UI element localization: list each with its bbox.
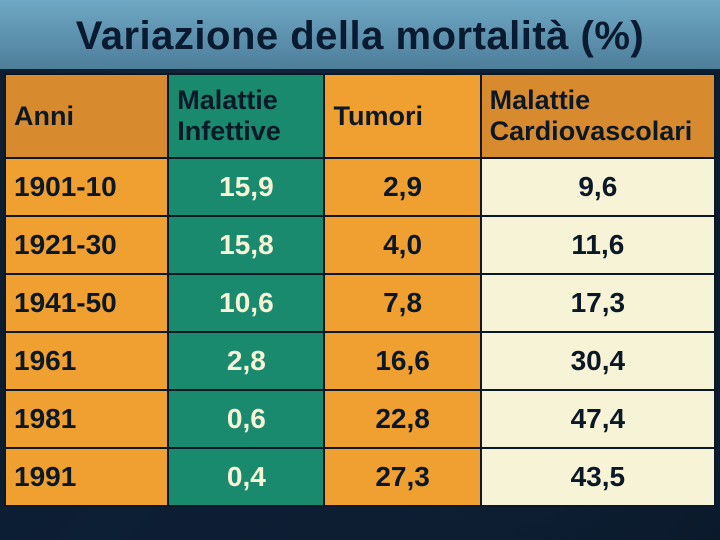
- cell-anni: 1981: [5, 390, 168, 448]
- cell-anni: 1921-30: [5, 216, 168, 274]
- cell-tumori: 27,3: [324, 448, 480, 506]
- cell-infettive: 15,8: [168, 216, 324, 274]
- col-header-tumori: Tumori: [324, 74, 480, 158]
- cell-infettive: 2,8: [168, 332, 324, 390]
- cell-cardio: 30,4: [481, 332, 715, 390]
- col-header-infettive: Malattie Infettive: [168, 74, 324, 158]
- mortality-table: Anni Malattie Infettive Tumori Malattie …: [4, 73, 716, 507]
- table-row: 1941-50 10,6 7,8 17,3: [5, 274, 715, 332]
- table-row: 1961 2,8 16,6 30,4: [5, 332, 715, 390]
- cell-cardio: 11,6: [481, 216, 715, 274]
- mortality-table-container: Anni Malattie Infettive Tumori Malattie …: [0, 69, 720, 511]
- cell-cardio: 47,4: [481, 390, 715, 448]
- page-title: Variazione della mortalità (%): [0, 0, 720, 69]
- table-row: 1901-10 15,9 2,9 9,6: [5, 158, 715, 216]
- cell-anni: 1901-10: [5, 158, 168, 216]
- cell-tumori: 16,6: [324, 332, 480, 390]
- cell-infettive: 0,4: [168, 448, 324, 506]
- cell-tumori: 2,9: [324, 158, 480, 216]
- cell-infettive: 15,9: [168, 158, 324, 216]
- cell-infettive: 0,6: [168, 390, 324, 448]
- table-header-row: Anni Malattie Infettive Tumori Malattie …: [5, 74, 715, 158]
- cell-anni: 1961: [5, 332, 168, 390]
- cell-cardio: 17,3: [481, 274, 715, 332]
- table-row: 1981 0,6 22,8 47,4: [5, 390, 715, 448]
- col-header-anni: Anni: [5, 74, 168, 158]
- table-row: 1991 0,4 27,3 43,5: [5, 448, 715, 506]
- cell-tumori: 22,8: [324, 390, 480, 448]
- cell-cardio: 9,6: [481, 158, 715, 216]
- cell-anni: 1941-50: [5, 274, 168, 332]
- cell-tumori: 4,0: [324, 216, 480, 274]
- cell-infettive: 10,6: [168, 274, 324, 332]
- cell-anni: 1991: [5, 448, 168, 506]
- cell-cardio: 43,5: [481, 448, 715, 506]
- table-row: 1921-30 15,8 4,0 11,6: [5, 216, 715, 274]
- col-header-cardio: Malattie Cardiovascolari: [481, 74, 715, 158]
- cell-tumori: 7,8: [324, 274, 480, 332]
